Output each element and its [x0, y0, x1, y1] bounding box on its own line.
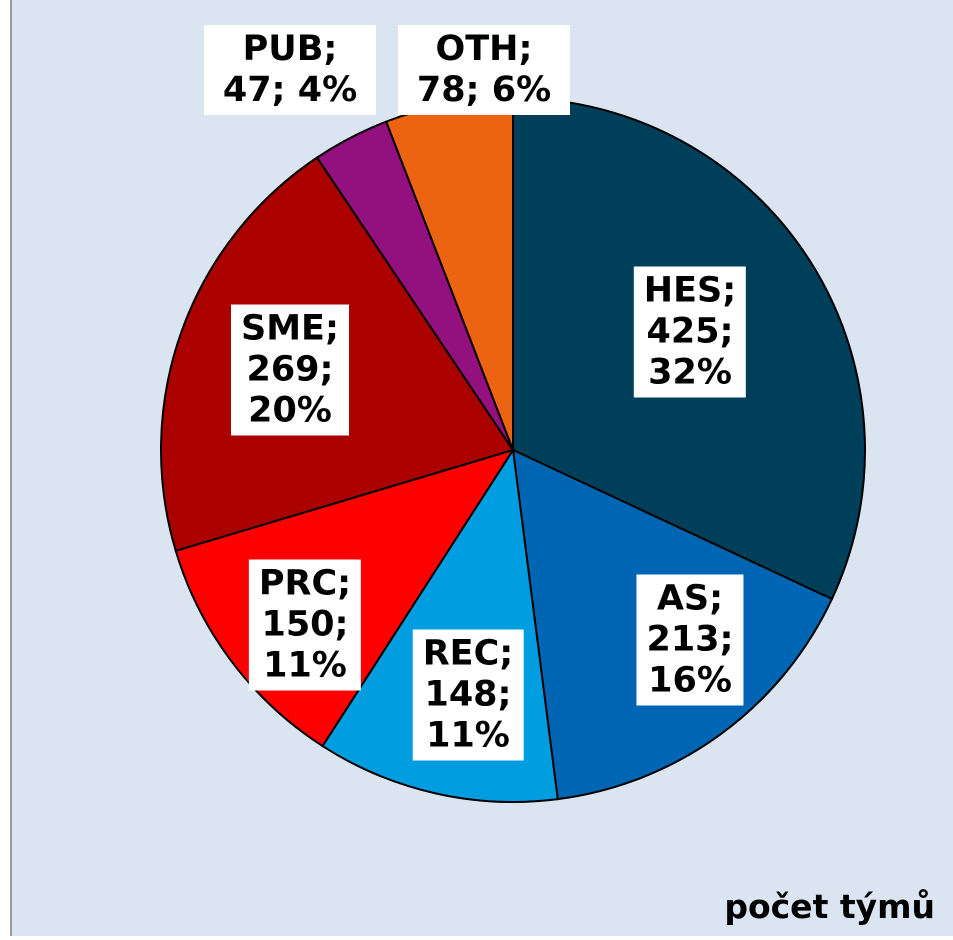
data-label: OTH; 78; 6%: [398, 25, 570, 115]
annotation: počet týmů: [724, 887, 935, 926]
data-label: AS; 213; 16%: [636, 574, 744, 706]
data-label: PUB; 47; 4%: [204, 25, 376, 115]
data-label: REC; 148; 11%: [412, 629, 524, 761]
data-label: PRC; 150; 11%: [248, 559, 362, 691]
data-label: HES; 425; 32%: [633, 266, 747, 398]
data-label: SME; 269; 20%: [231, 304, 349, 436]
